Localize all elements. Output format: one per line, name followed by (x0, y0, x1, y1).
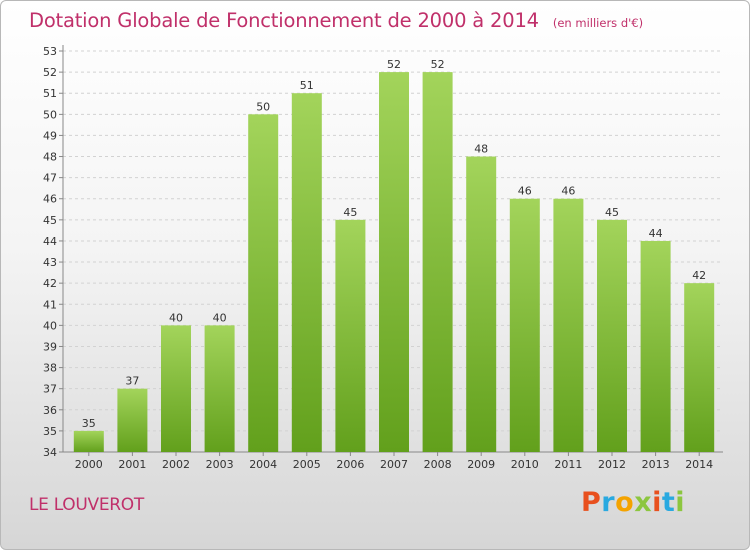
data-label-2007: 52 (387, 58, 401, 71)
y-tick-label: 38 (43, 362, 57, 375)
logo-letter: P (581, 487, 602, 518)
commune-name: LE LOUVEROT (29, 495, 144, 515)
data-label-2006: 45 (343, 206, 357, 219)
y-tick-label: 45 (43, 214, 57, 227)
y-tick-label: 52 (43, 66, 57, 79)
data-label-2011: 46 (561, 185, 575, 198)
data-label-2002: 40 (169, 311, 183, 324)
bars (73, 72, 715, 453)
x-tick-label-2000: 2000 (75, 458, 103, 471)
y-tick-label: 49 (43, 129, 57, 142)
bar-2013 (640, 240, 671, 452)
y-tick-label: 35 (43, 425, 57, 438)
logo-letter: i (652, 487, 662, 518)
y-tick-label: 37 (43, 383, 57, 396)
data-label-2009: 48 (474, 143, 488, 156)
x-tick-label-2004: 2004 (249, 458, 277, 471)
y-tick-label: 46 (43, 193, 57, 206)
y-tick-label: 42 (43, 277, 57, 290)
y-tick-label: 40 (43, 319, 57, 332)
bar-2007 (379, 72, 409, 453)
data-label-2013: 44 (649, 227, 663, 240)
bar-2012 (597, 219, 627, 452)
y-tick-label: 34 (43, 446, 57, 459)
bar-2014 (684, 283, 715, 452)
data-label-2014: 42 (692, 269, 706, 282)
bar-2006 (335, 219, 366, 452)
bar-2009 (466, 156, 497, 453)
data-label-2003: 40 (213, 311, 227, 324)
x-tick-label-2010: 2010 (511, 458, 539, 471)
y-tick-label: 43 (43, 256, 57, 269)
data-label-2000: 35 (82, 417, 96, 430)
logo-letter: t (661, 487, 676, 518)
data-label-2001: 37 (125, 375, 139, 388)
bar-2004 (248, 114, 279, 452)
y-tick-label: 41 (43, 298, 57, 311)
y-tick-label: 53 (43, 45, 57, 58)
y-tick-label: 39 (43, 340, 57, 353)
axes: 34 35 36 37 38 39 40 41 42 43 44 45 46 47 48 49 50 51 52 53… (43, 45, 723, 471)
bar-2001 (117, 388, 148, 452)
x-tick-label-2013: 2013 (642, 458, 670, 471)
y-tick-label: 44 (43, 235, 57, 248)
logo-letter: r (601, 487, 616, 518)
x-tick-label-2007: 2007 (380, 458, 408, 471)
x-tick-label-2003: 2003 (206, 458, 234, 471)
x-tick-label-2014: 2014 (685, 458, 713, 471)
x-tick-label-2001: 2001 (118, 458, 146, 471)
x-tick-label-2002: 2002 (162, 458, 190, 471)
chart-subtitle: (en milliers d'€) (552, 16, 644, 30)
y-tick-label: 47 (43, 172, 57, 185)
data-label-2012: 45 (605, 206, 619, 219)
x-tick-label-2006: 2006 (336, 458, 364, 471)
bar-2005 (291, 93, 322, 453)
x-tick-label-2005: 2005 (293, 458, 321, 471)
x-tick-label-2012: 2012 (598, 458, 626, 471)
y-tick-label: 51 (43, 87, 57, 100)
chart-title: Dotation Globale de Fonctionnement de 20… (29, 9, 539, 32)
logo-letter: i (675, 487, 686, 518)
logo-letter: x (634, 487, 653, 518)
bar-2002 (161, 325, 191, 452)
bar-2003 (204, 325, 235, 452)
y-tick-label: 36 (43, 404, 57, 417)
data-label-2005: 51 (300, 79, 314, 92)
y-tick-label: 50 (43, 108, 57, 121)
bar-2010 (509, 198, 540, 452)
labels: 35 37 40 40 50 51 45 52 52 48 46 46 45 44 42 (82, 58, 706, 430)
y-tick-label: 48 (43, 151, 57, 164)
title-row: Dotation Globale de Fonctionnement de 20… (29, 9, 643, 32)
proxiti-logo[interactable]: Proxiti (581, 487, 685, 518)
x-tick-label-2008: 2008 (424, 458, 452, 471)
data-label-2010: 46 (518, 185, 532, 198)
bar-2000 (73, 430, 104, 452)
x-tick-label-2011: 2011 (554, 458, 582, 471)
bar-2008 (422, 72, 453, 453)
x-tick-label-2009: 2009 (467, 458, 495, 471)
data-label-2004: 50 (256, 100, 270, 113)
data-label-2008: 52 (431, 58, 445, 71)
logo-letter: o (615, 487, 635, 518)
bar-2011 (553, 198, 584, 452)
